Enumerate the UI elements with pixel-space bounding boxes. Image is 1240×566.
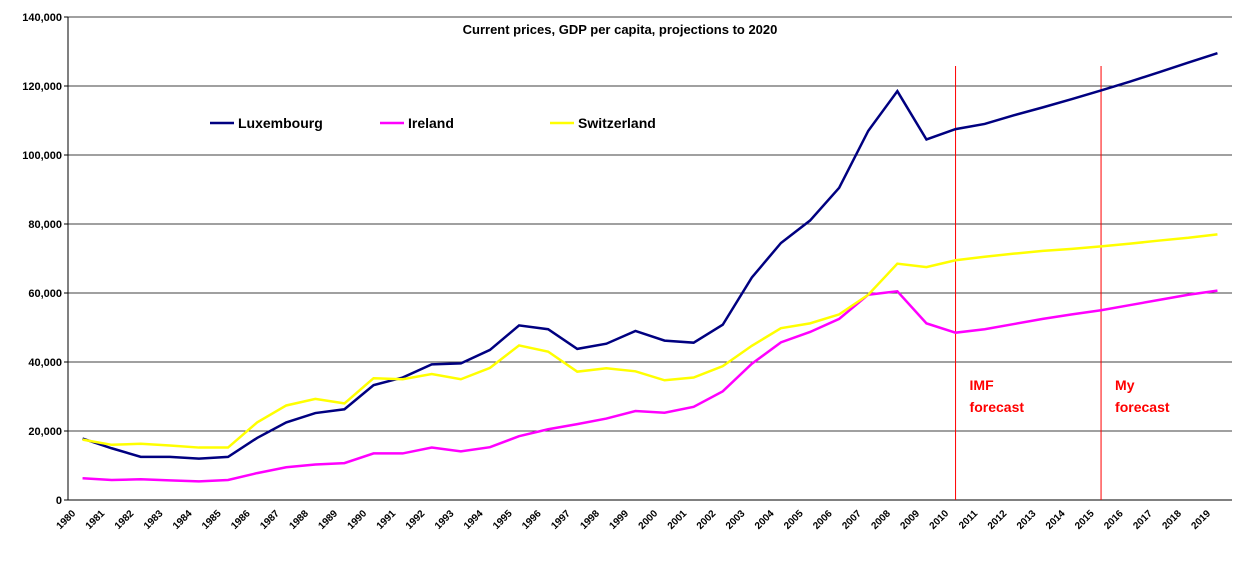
x-tick-label: 1980: [55, 508, 79, 532]
x-tick-label: 1991: [375, 508, 399, 532]
y-tick-label: 80,000: [28, 219, 62, 231]
series-line: [82, 52, 1218, 460]
x-tick-label: 2003: [724, 508, 748, 532]
x-tick-label: 2012: [986, 508, 1010, 532]
legend-label: Ireland: [408, 115, 454, 131]
x-tick-label: 2004: [753, 508, 777, 532]
x-tick-label: 2007: [840, 508, 864, 532]
x-tick-label: 2014: [1044, 508, 1068, 532]
y-tick-label: 120,000: [22, 81, 62, 93]
x-tick-label: 2001: [666, 508, 690, 532]
x-tick-label: 1999: [608, 508, 632, 532]
x-tick-label: 1982: [113, 508, 137, 532]
x-tick-label: 1993: [433, 508, 457, 532]
x-tick-label: 2006: [811, 508, 835, 532]
x-tick-label: 2017: [1131, 508, 1155, 532]
chart-title: Current prices, GDP per capita, projecti…: [463, 22, 778, 37]
x-tick-label: 1983: [142, 508, 166, 532]
x-tick-label: 1987: [258, 508, 282, 532]
x-tick-label: 2019: [1190, 508, 1214, 532]
x-tick-label: 1986: [229, 508, 253, 532]
x-tick-label: 1990: [346, 508, 370, 532]
y-tick-label: 60,000: [28, 288, 62, 300]
x-tick-label: 1995: [491, 508, 515, 532]
x-tick-label: 2011: [957, 508, 980, 531]
x-tick-label: 1984: [171, 508, 195, 532]
x-tick-label: 1996: [520, 508, 544, 532]
legend-label: Switzerland: [578, 115, 656, 131]
x-tick-label: 2013: [1015, 508, 1039, 532]
y-tick-label: 0: [56, 495, 62, 507]
y-tick-label: 140,000: [22, 12, 62, 24]
x-tick-label: 1989: [317, 508, 341, 532]
y-tick-label: 20,000: [28, 426, 62, 438]
y-tick-label: 40,000: [28, 357, 62, 369]
x-tick-label: 1981: [84, 508, 108, 532]
x-tick-label: 1998: [578, 508, 602, 532]
series-line: [82, 289, 1218, 483]
x-tick-label: 1988: [287, 508, 311, 532]
x-tick-label: 2016: [1102, 508, 1126, 532]
x-tick-label: 2002: [695, 508, 719, 532]
x-tick-label: 2000: [637, 508, 661, 532]
y-tick-label: 100,000: [22, 150, 62, 162]
legend-label: Luxembourg: [238, 115, 323, 131]
x-tick-label: 1985: [200, 508, 224, 532]
x-tick-label: 2015: [1073, 508, 1097, 532]
annotation: My: [1115, 377, 1135, 393]
x-tick-label: 1997: [549, 508, 573, 532]
annotation: forecast: [970, 399, 1025, 415]
x-tick-label: 2005: [782, 508, 806, 532]
x-tick-label: 2008: [869, 508, 893, 532]
x-tick-label: 2010: [928, 508, 952, 532]
series-line: [82, 233, 1218, 449]
x-tick-label: 1994: [462, 508, 486, 532]
annotation: forecast: [1115, 399, 1170, 415]
x-tick-label: 2018: [1160, 508, 1184, 532]
x-tick-label: 1992: [404, 508, 428, 532]
annotation: IMF: [970, 377, 995, 393]
x-tick-label: 2009: [899, 508, 923, 532]
